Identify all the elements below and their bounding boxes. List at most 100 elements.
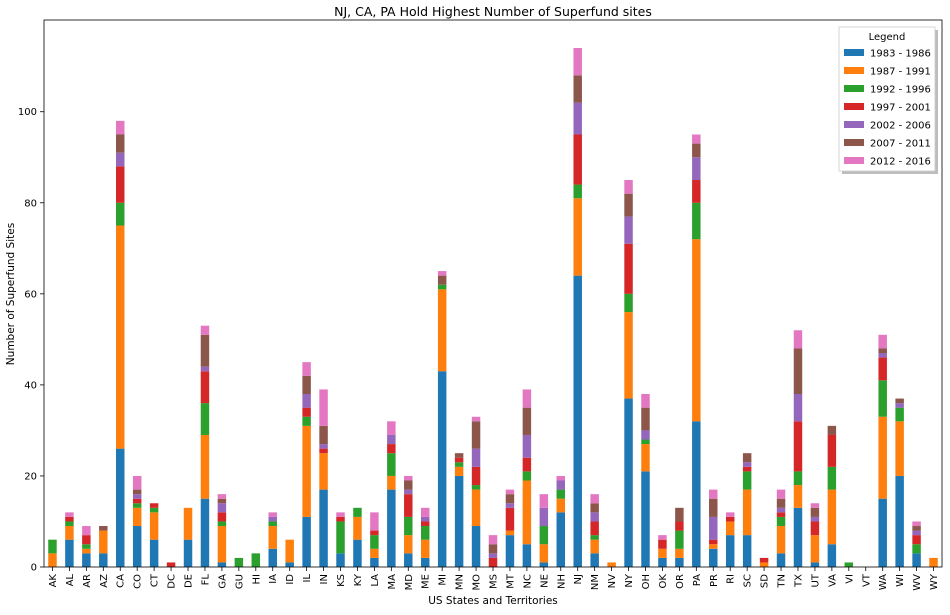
- bar-ca-series-5: [116, 134, 125, 153]
- y-tick-label: 80: [24, 198, 37, 209]
- bar-pr-series-5: [709, 498, 718, 517]
- bar-ny-series-5: [624, 193, 633, 217]
- bar-de-series-0: [183, 539, 193, 567]
- bar-wv-series-4: [912, 530, 921, 536]
- bar-me-series-2: [420, 526, 430, 540]
- bar-pr-series-0: [709, 548, 718, 567]
- bar-mo-series-1: [471, 489, 481, 527]
- bar-oh-series-4: [641, 430, 650, 440]
- x-axis: AK AL AR AZ CA CO CT DC DE FL GA GU HI IA ID IL IN KS KY LA…: [48, 567, 940, 591]
- bar-al-series-3: [65, 516, 74, 522]
- bar-ks-series-0: [336, 553, 345, 567]
- bar-nc-series-5: [522, 407, 532, 435]
- bar-sd-series-3: [759, 557, 769, 563]
- bar-ms-series-6: [488, 535, 498, 545]
- bar-wv-series-6: [912, 521, 921, 527]
- bar-az-series-5: [99, 526, 108, 531]
- bar-ky-series-0: [353, 539, 362, 567]
- x-tick-label: MD: [404, 574, 415, 591]
- bar-mo-series-4: [471, 448, 481, 467]
- x-tick-label: IL: [302, 574, 313, 583]
- bar-md-series-4: [404, 489, 413, 495]
- x-tick-label: SD: [760, 574, 771, 588]
- legend-swatch: [844, 49, 864, 56]
- bar-or-series-3: [675, 521, 684, 531]
- bar-ak-series-2: [48, 539, 57, 554]
- bar-wv-series-2: [912, 544, 921, 554]
- bar-nj-series-2: [573, 184, 582, 199]
- bar-md-series-5: [404, 480, 413, 490]
- x-tick-label: NJ: [573, 574, 584, 584]
- bar-or-series-0: [675, 557, 684, 567]
- bar-ia-series-0: [268, 548, 277, 567]
- bar-ca-series-6: [116, 120, 125, 135]
- x-tick-label: HI: [251, 574, 262, 584]
- x-tick-label: FL: [200, 574, 211, 586]
- bar-ny-series-2: [624, 293, 633, 313]
- bar-nm-series-2: [590, 535, 599, 540]
- x-tick-label: CA: [116, 574, 127, 588]
- bar-ok-series-3: [658, 539, 667, 549]
- bar-mt-series-3: [505, 507, 515, 531]
- x-tick-label: MT: [505, 573, 516, 589]
- bars-layer: [48, 47, 938, 567]
- bar-tx-series-3: [793, 421, 803, 472]
- bar-md-series-2: [404, 516, 413, 536]
- bar-ga-series-5: [217, 498, 227, 504]
- bar-pr-series-3: [709, 539, 718, 545]
- x-tick-label: VA: [827, 574, 838, 587]
- bar-pa-series-3: [692, 180, 701, 203]
- bar-ma-series-6: [387, 421, 396, 435]
- bar-tn-series-1: [776, 526, 786, 554]
- x-tick-label: AZ: [99, 574, 110, 588]
- bar-dc-series-3: [166, 562, 176, 567]
- bar-or-series-1: [675, 548, 684, 558]
- bar-ri-series-3: [725, 516, 735, 522]
- legend-swatch: [844, 103, 864, 110]
- bar-mi-series-2: [437, 284, 447, 290]
- bar-wi-series-1: [895, 421, 904, 476]
- bar-mi-series-0: [437, 371, 447, 567]
- legend-label: 1983 - 1986: [870, 49, 931, 60]
- bar-id-series-0: [285, 562, 294, 567]
- bar-tn-series-0: [776, 553, 786, 567]
- x-tick-label: VI: [844, 574, 855, 584]
- x-tick-label: ID: [285, 574, 296, 585]
- x-tick-label: MO: [472, 574, 483, 591]
- bar-in-series-3: [319, 448, 328, 454]
- bar-ak-series-1: [48, 553, 57, 567]
- bar-co-series-5: [132, 489, 142, 495]
- bar-pa-series-1: [692, 239, 701, 422]
- x-tick-label: AR: [82, 574, 93, 588]
- bar-in-series-4: [319, 444, 328, 449]
- bar-mi-series-5: [437, 275, 447, 285]
- bar-ky-series-1: [353, 516, 362, 540]
- chart-title: NJ, CA, PA Hold Highest Number of Superf…: [334, 4, 652, 19]
- bar-wa-series-0: [878, 498, 887, 567]
- bar-va-series-5: [827, 425, 837, 435]
- bar-ga-series-3: [217, 512, 227, 522]
- legend: Legend 1983 - 1986 1987 - 1991 1992 - 1996 1…: [838, 26, 938, 174]
- bar-sc-series-0: [742, 535, 752, 567]
- bar-fl-series-5: [200, 334, 210, 367]
- bar-al-series-0: [65, 539, 74, 567]
- bar-mn-series-1: [454, 466, 464, 476]
- x-tick-label: LA: [370, 574, 381, 587]
- bar-sc-series-3: [742, 466, 752, 472]
- bar-nj-series-4: [573, 102, 582, 135]
- bar-fl-series-3: [200, 371, 210, 404]
- bar-ny-series-3: [624, 243, 633, 294]
- bar-ct-series-0: [149, 539, 159, 567]
- x-tick-label: PA: [692, 574, 703, 586]
- x-tick-label: AK: [48, 574, 59, 588]
- bar-ny-series-0: [624, 398, 633, 567]
- bar-az-series-0: [99, 553, 108, 567]
- x-tick-label: DE: [184, 574, 195, 588]
- bar-oh-series-0: [641, 471, 650, 567]
- bar-ma-series-0: [387, 489, 396, 567]
- bar-mn-series-0: [454, 475, 464, 567]
- bar-ut-series-6: [810, 503, 820, 508]
- x-tick-label: WY: [929, 573, 940, 590]
- x-tick-label: WA: [878, 574, 889, 590]
- bar-mo-series-2: [471, 485, 481, 490]
